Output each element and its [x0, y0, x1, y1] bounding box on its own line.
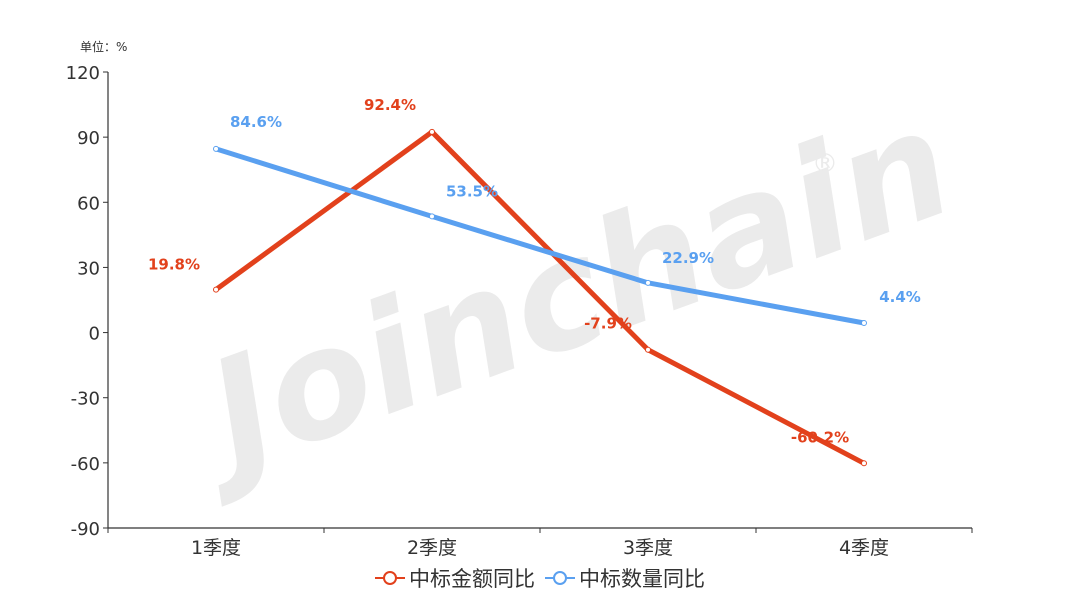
data-point[interactable]	[645, 279, 651, 286]
data-point[interactable]	[861, 320, 867, 327]
data-point[interactable]	[429, 128, 435, 135]
data-label: 19.8%	[148, 256, 200, 274]
data-label: 4.4%	[879, 288, 921, 306]
x-tick-label: 3季度	[623, 537, 673, 559]
legend-item-count[interactable]: 中标数量同比	[545, 563, 705, 593]
y-axis-unit-label: 单位：%	[80, 40, 128, 54]
y-tick-label: -90	[71, 519, 100, 540]
data-label: 53.5%	[446, 182, 498, 200]
series-line-0	[213, 129, 867, 466]
legend: 中标金额同比 中标数量同比	[0, 563, 1080, 593]
y-tick-label: -30	[71, 389, 100, 410]
series-line-1	[213, 146, 867, 326]
watermark-text: Joinchain	[164, 76, 973, 512]
legend-label-amount: 中标金额同比	[409, 567, 535, 591]
axes: 120 90 60 30 0 -30 -60 -90 1季度 2季度 3季度 4季度	[66, 63, 973, 559]
x-tick-label: 2季度	[407, 537, 457, 559]
y-tick-label: -60	[71, 454, 100, 475]
data-label: -7.9%	[584, 315, 632, 333]
y-tick-label: 30	[77, 258, 100, 279]
line-circle-icon	[375, 571, 405, 585]
x-tick-label: 4季度	[839, 537, 889, 559]
legend-label-count: 中标数量同比	[579, 567, 705, 591]
y-tick-label: 120	[66, 63, 100, 84]
data-point[interactable]	[861, 460, 867, 467]
line-circle-icon	[545, 571, 575, 585]
y-tick-label: 0	[89, 324, 100, 345]
registered-mark: ®	[812, 149, 838, 179]
watermark: Joinchain®	[164, 76, 973, 512]
series-lines	[213, 128, 867, 467]
data-point[interactable]	[429, 213, 435, 220]
y-tick-label: 60	[77, 193, 100, 214]
data-point[interactable]	[645, 346, 651, 353]
data-label: -60.2%	[791, 428, 849, 446]
data-label: 92.4%	[364, 96, 416, 114]
x-tick-label: 1季度	[191, 537, 241, 559]
data-labels: 19.8% 92.4% -7.9% -60.2% 84.6% 53.5% 22.9% 4.4%	[148, 96, 921, 446]
y-tick-label: 90	[77, 128, 100, 149]
legend-item-amount[interactable]: 中标金额同比	[375, 563, 535, 593]
data-point[interactable]	[213, 286, 219, 293]
data-point[interactable]	[213, 145, 219, 152]
data-label: 84.6%	[230, 113, 282, 131]
data-label: 22.9%	[662, 249, 714, 267]
